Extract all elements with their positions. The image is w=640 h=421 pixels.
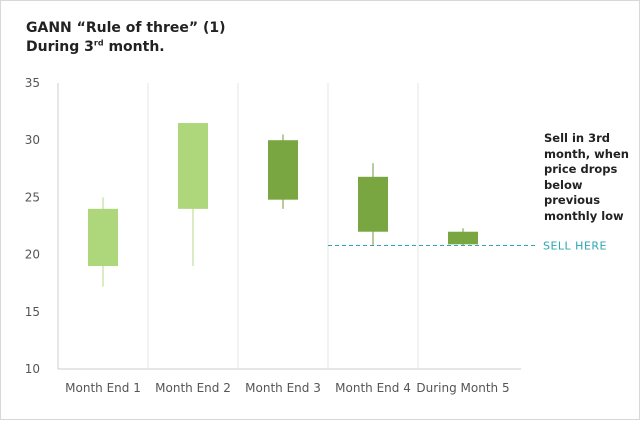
chart-title: GANN “Rule of three” (1) During 3rd mont… <box>26 19 226 57</box>
x-tick-label: Month End 3 <box>245 381 321 395</box>
candle-body <box>88 208 118 267</box>
x-tick-label: Month End 1 <box>65 381 141 395</box>
y-tick-label: 25 <box>25 190 40 204</box>
y-tick-label: 35 <box>25 76 40 90</box>
x-tick-label: Month End 2 <box>155 381 231 395</box>
chart-title-line2: During 3rd month. <box>26 38 226 57</box>
x-tick-label: Month End 4 <box>335 381 411 395</box>
y-tick-label: 30 <box>25 133 40 147</box>
sell-here-label: SELL HERE <box>543 239 607 252</box>
candle-body <box>358 176 388 232</box>
x-tick-label: During Month 5 <box>416 381 509 395</box>
candle-body <box>448 231 478 245</box>
y-tick-label: 20 <box>25 248 40 262</box>
sell-annotation: Sell in 3rd month, when price drops belo… <box>544 131 629 223</box>
y-tick-label: 10 <box>25 362 40 376</box>
chart-title-line1: GANN “Rule of three” (1) <box>26 20 226 36</box>
chart-title-line2-suffix: month. <box>103 39 165 55</box>
y-tick-label: 15 <box>25 305 40 319</box>
candle-body <box>268 140 298 200</box>
chart-title-line2-sup: rd <box>93 38 104 48</box>
chart-title-line2-prefix: During 3 <box>26 39 94 55</box>
candle-body <box>178 123 208 209</box>
